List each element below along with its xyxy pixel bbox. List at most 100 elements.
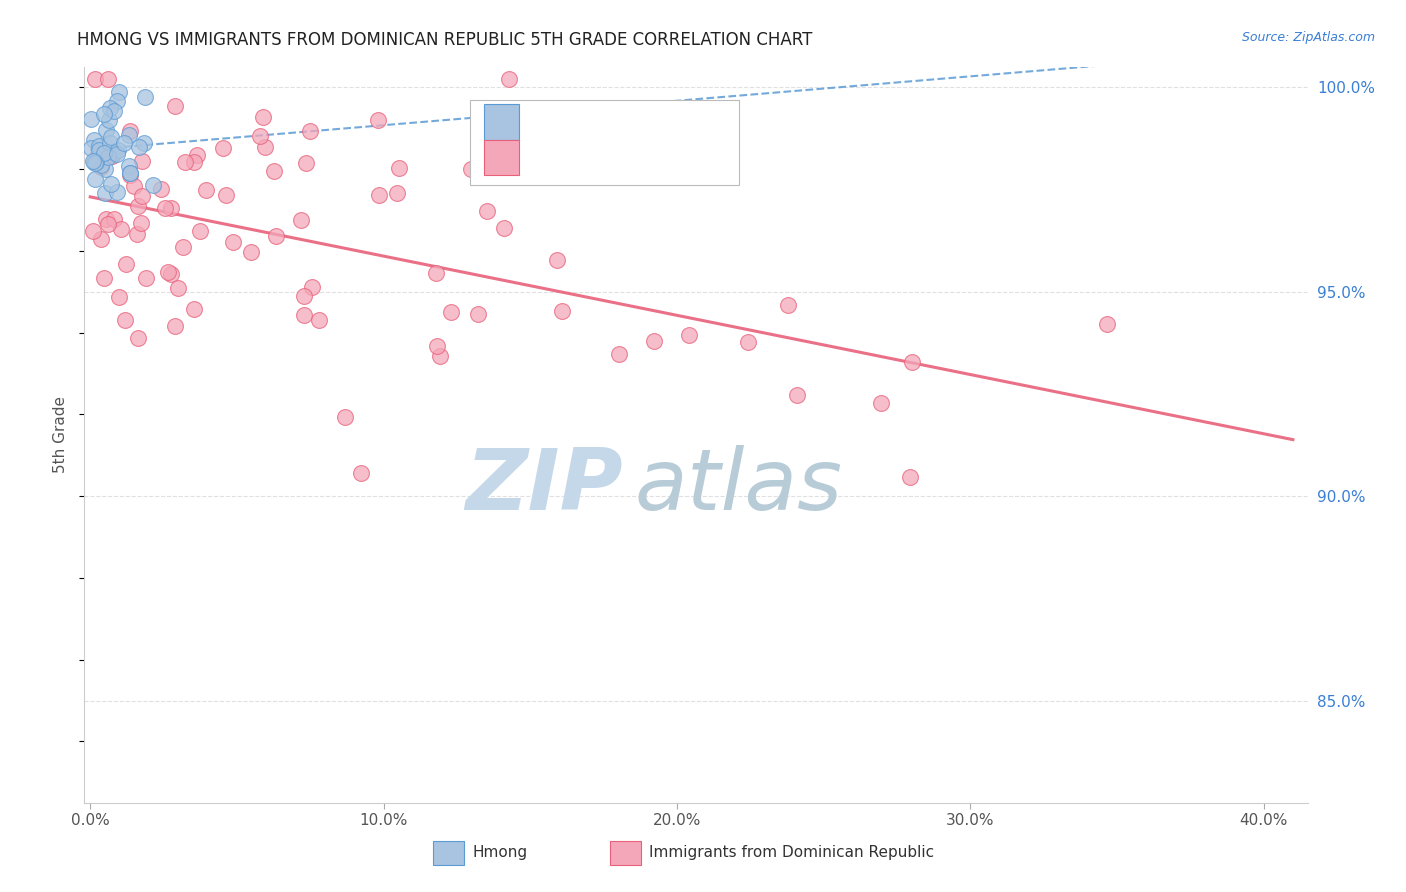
Point <box>678 328 700 343</box>
Point <box>425 266 447 280</box>
Point <box>156 265 179 279</box>
Text: R =: R = <box>531 113 564 131</box>
Point <box>108 85 131 99</box>
Point <box>105 94 128 108</box>
Point <box>786 388 808 402</box>
Point <box>546 252 568 267</box>
Point <box>94 211 117 226</box>
Text: Source: ZipAtlas.com: Source: ZipAtlas.com <box>1241 31 1375 45</box>
Point <box>165 99 187 113</box>
Y-axis label: 5th Grade: 5th Grade <box>53 396 69 474</box>
Point <box>778 298 800 312</box>
Point <box>165 319 187 334</box>
Point <box>107 147 129 161</box>
Point <box>83 154 105 169</box>
Bar <box>433 841 464 864</box>
Point <box>118 159 141 173</box>
Point <box>901 355 924 369</box>
Point <box>83 133 105 147</box>
Point <box>94 186 117 200</box>
Point <box>103 212 125 227</box>
Point <box>114 313 136 327</box>
Point <box>84 155 107 169</box>
Point <box>80 112 103 126</box>
Point <box>90 158 112 172</box>
Text: N =: N = <box>651 148 685 167</box>
Text: 83: 83 <box>700 148 723 167</box>
Point <box>253 140 276 154</box>
Point <box>215 187 238 202</box>
Point <box>368 188 391 202</box>
Point <box>194 183 217 197</box>
Text: 0.103: 0.103 <box>579 113 631 131</box>
Point <box>643 334 665 348</box>
Point <box>252 110 274 124</box>
Point <box>110 222 132 236</box>
Point <box>131 154 153 169</box>
Point <box>388 161 411 176</box>
Text: HMONG VS IMMIGRANTS FROM DOMINICAN REPUBLIC 5TH GRADE CORRELATION CHART: HMONG VS IMMIGRANTS FROM DOMINICAN REPUB… <box>77 31 813 49</box>
Point <box>183 301 205 316</box>
Point <box>127 227 149 241</box>
Text: Hmong: Hmong <box>472 846 527 861</box>
Point <box>93 107 115 121</box>
Point <box>295 155 318 169</box>
Bar <box>484 140 519 175</box>
Point <box>172 239 194 253</box>
Point <box>188 224 211 238</box>
Point <box>367 113 389 128</box>
Point <box>97 217 120 231</box>
Point <box>263 164 285 178</box>
Point <box>90 232 112 246</box>
Point <box>118 128 141 142</box>
Point <box>115 257 138 271</box>
Point <box>301 280 323 294</box>
Point <box>98 136 121 151</box>
Point <box>107 144 129 158</box>
Point <box>101 149 124 163</box>
Point <box>105 185 128 199</box>
Point <box>84 72 107 87</box>
Point <box>1097 317 1119 331</box>
Point <box>127 199 149 213</box>
Point <box>294 308 316 322</box>
Bar <box>610 841 641 864</box>
Point <box>607 347 630 361</box>
Point <box>212 141 235 155</box>
Point <box>135 271 157 285</box>
Bar <box>484 104 519 140</box>
Point <box>89 143 111 157</box>
Point <box>149 182 172 196</box>
Point <box>160 201 183 215</box>
Point <box>97 72 120 87</box>
FancyBboxPatch shape <box>470 100 738 185</box>
Point <box>551 304 574 318</box>
Text: R =: R = <box>531 148 564 167</box>
Point <box>94 162 117 177</box>
Point <box>131 189 153 203</box>
Point <box>97 151 120 165</box>
Point <box>97 113 120 128</box>
Point <box>494 220 516 235</box>
Point <box>84 172 107 186</box>
Point <box>350 466 373 480</box>
Point <box>167 281 190 295</box>
Point <box>249 129 271 144</box>
Point <box>87 139 110 153</box>
Text: Immigrants from Dominican Republic: Immigrants from Dominican Republic <box>650 846 935 861</box>
Point <box>290 213 312 227</box>
Point <box>440 305 463 319</box>
Text: -0.542: -0.542 <box>568 148 626 167</box>
Point <box>737 334 759 349</box>
Point <box>141 178 163 192</box>
Point <box>426 339 449 353</box>
Point <box>100 129 122 144</box>
Text: ZIP: ZIP <box>465 445 623 528</box>
Point <box>298 124 321 138</box>
Point <box>128 139 150 153</box>
Point <box>108 289 131 303</box>
Point <box>134 89 156 103</box>
Point <box>292 288 315 302</box>
Point <box>186 148 208 162</box>
Point <box>333 410 356 425</box>
